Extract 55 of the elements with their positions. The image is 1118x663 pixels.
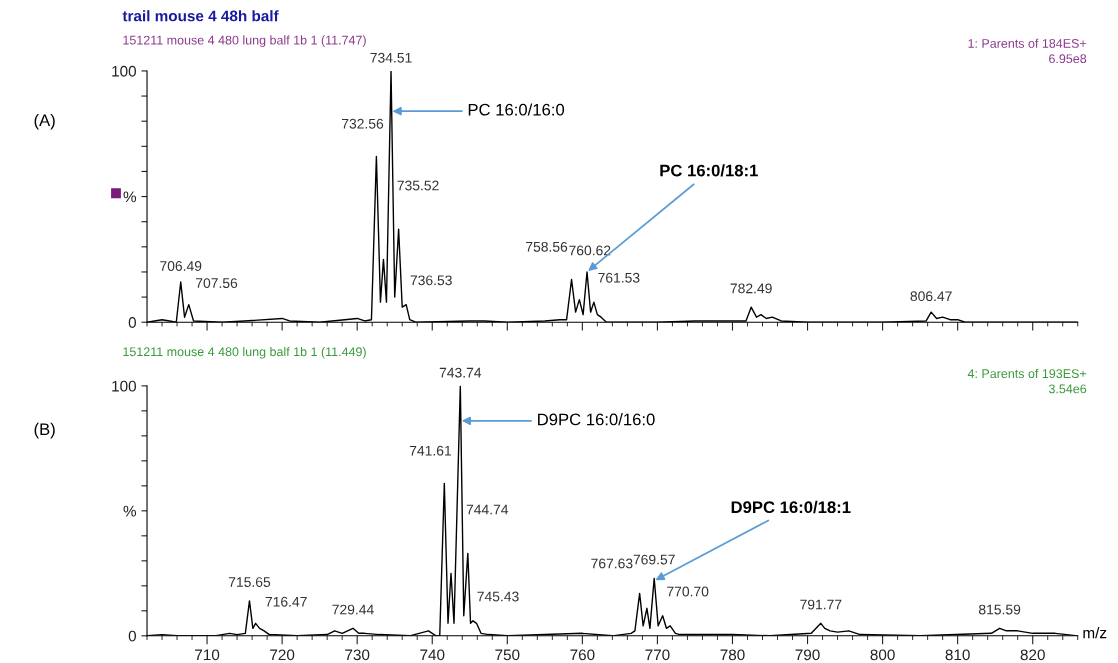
annotation: D9PC 16:0/16:0 (538, 413, 655, 426)
annotation: 735.52 (397, 180, 439, 191)
x-tick-label: 750 (495, 649, 520, 661)
x-tick-label: 780 (720, 649, 745, 661)
annotation: D9PC 16:0/18:1 (731, 500, 851, 514)
annotation: 782.49 (730, 283, 772, 294)
annotation: PC 16:0/16:0 (468, 103, 565, 116)
x-tick-label: 820 (1020, 649, 1045, 661)
y-tick-label: 0 (128, 630, 136, 642)
text: 6.95e8 (1049, 54, 1087, 64)
x-tick-label: 770 (645, 649, 670, 661)
annotation: 716.47 (265, 596, 307, 607)
y-tick-label: 100 (112, 380, 137, 392)
chart-subtitle: 151211 mouse 4 480 lung balf 1b 1 (11.449) (123, 346, 366, 359)
annotation: 761.53 (598, 272, 640, 283)
text: 1: Parents of 184ES+ (968, 38, 1087, 48)
text: 4: Parents of 193ES+ (967, 368, 1087, 379)
annotation: 736.53 (410, 275, 452, 286)
annotation: 729.44 (332, 604, 374, 615)
annotation: 744.74 (466, 504, 509, 515)
y-tick-label: % (123, 191, 137, 203)
y-tick-label: 0 (128, 317, 136, 328)
annotation: 760.62 (569, 245, 611, 256)
annotation: 3.54e6 (1048, 384, 1087, 394)
x-tick-label: 720 (270, 649, 295, 661)
annotation: 769.57 (633, 554, 675, 565)
annotation: 806.47 (910, 291, 952, 302)
annotation: 707.56 (196, 278, 238, 288)
text: (A) (34, 113, 55, 130)
x-axis-title: m/z (1083, 627, 1107, 639)
y-tick-label: % (123, 505, 137, 517)
x-tick-label: 740 (420, 649, 445, 661)
annotation: 741.61 (409, 445, 451, 456)
chart-title: trail mouse 4 48h balf (122, 10, 279, 22)
x-tick-label: 810 (945, 649, 970, 661)
x-tick-label: 800 (870, 649, 895, 661)
annotation: 732.56 (341, 118, 384, 129)
x-tick-label: 730 (345, 649, 370, 661)
annotation: 791.77 (800, 599, 842, 610)
annotation: 734.51 (370, 52, 412, 63)
x-tick-label: 760 (570, 649, 595, 661)
annotation: 743.74 (439, 367, 482, 378)
annotation: 770.70 (667, 586, 709, 597)
annotation: 815.59 (978, 604, 1021, 615)
annotation: PC 16:0/18:1 (660, 164, 758, 177)
text: (B) (34, 422, 55, 439)
y-tick-label: 100 (112, 65, 137, 77)
chart-subtitle: 151211 mouse 4 480 lung balf 1b 1 (11.747) (123, 35, 366, 48)
annotation: 715.65 (228, 577, 271, 587)
annotation: 767.63 (591, 558, 633, 569)
annotation: 745.43 (477, 591, 519, 602)
annotation: 758.56 (526, 241, 568, 252)
x-tick-label: 790 (795, 649, 820, 661)
annotation: 706.49 (160, 261, 202, 271)
x-tick-label: 710 (195, 649, 220, 661)
